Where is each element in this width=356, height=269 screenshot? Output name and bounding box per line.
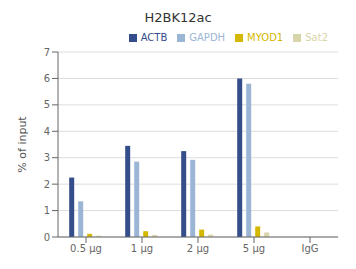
svg-text:6: 6 [44, 73, 50, 84]
html-text:H2BK12ac: H2BK12ac [144, 10, 212, 25]
html-text:Sat2: Sat2 [305, 32, 328, 43]
svg-text:IgG: IgG [301, 243, 318, 254]
html-text:MYOD1: MYOD1 [247, 32, 284, 43]
svg-text:2 μg: 2 μg [187, 243, 209, 254]
svg-text:1 μg: 1 μg [131, 243, 153, 254]
svg-text:1: 1 [44, 205, 50, 216]
svg-text:4: 4 [44, 126, 50, 137]
svg-text:0.5 μg: 0.5 μg [70, 243, 102, 254]
svg-text:2: 2 [44, 179, 50, 190]
svg-text:0: 0 [44, 232, 50, 243]
svg-text:3: 3 [44, 152, 50, 163]
html-text:GAPDH: GAPDH [189, 32, 226, 43]
svg-text:5 μg: 5 μg [243, 243, 265, 254]
html-text:ACTB: ACTB [140, 32, 168, 43]
svg-text:5: 5 [44, 99, 50, 110]
svg-text:% of input: % of input [16, 116, 29, 173]
svg-text:7: 7 [44, 47, 50, 58]
